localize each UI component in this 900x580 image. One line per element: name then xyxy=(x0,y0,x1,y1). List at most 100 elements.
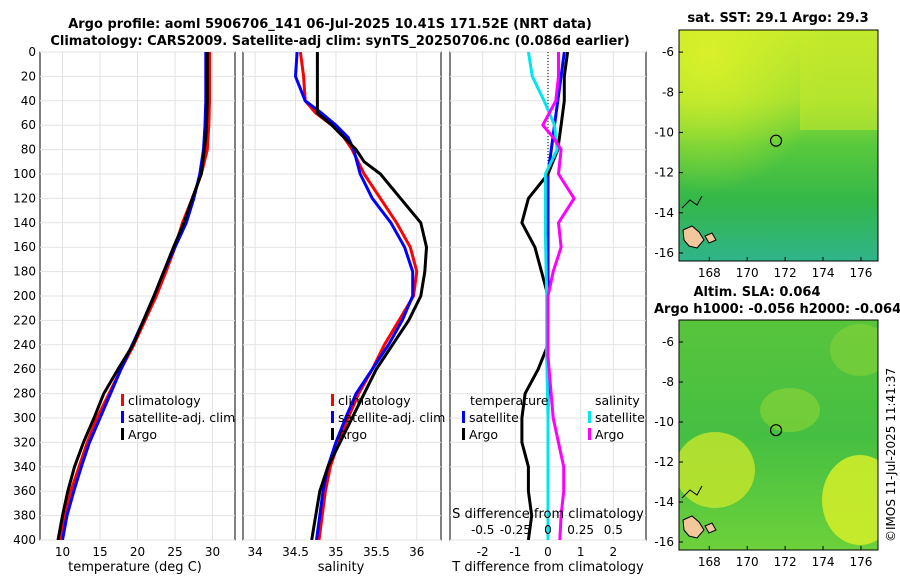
imos-credit: ©IMOS 11-Jul-2025 11:41:37 xyxy=(884,368,898,542)
map-lon-label: 174 xyxy=(812,555,835,569)
sla-island-2 xyxy=(704,522,717,534)
x-tick-label: 20 xyxy=(130,545,145,559)
sla-high-east xyxy=(822,455,878,545)
x-tick-label: 15 xyxy=(92,545,107,559)
sla-high-west xyxy=(679,432,755,508)
map-lat-label: -12 xyxy=(654,166,674,180)
legend-swatch xyxy=(588,411,591,423)
map-lat-label: -10 xyxy=(654,125,674,139)
depth-tick-label: 240 xyxy=(13,338,36,352)
series-line-argo xyxy=(56,52,209,540)
depth-tick-label: 220 xyxy=(13,313,36,327)
depth-tick-label: 140 xyxy=(13,216,36,230)
legend-label: Argo xyxy=(469,427,498,442)
sst-map-title: sat. SST: 29.1 Argo: 29.3 xyxy=(687,11,868,26)
map-lon-label: 176 xyxy=(849,555,872,569)
figure-title-line1: Argo profile: aoml 5906706_141 06-Jul-20… xyxy=(68,17,592,32)
sst-island-1 xyxy=(682,225,705,249)
sst-reef-line xyxy=(681,195,703,209)
legend-swatch xyxy=(462,428,465,440)
legend-label: satellite-adj. clim xyxy=(128,410,235,425)
depth-tick-label: 180 xyxy=(13,265,36,279)
x-tick-label: 30 xyxy=(205,545,220,559)
map-lat-label: -6 xyxy=(662,335,674,349)
x-tick-label: 35.5 xyxy=(363,545,390,559)
sla-high-ne xyxy=(830,324,878,376)
s-diff-tick-label: 0 xyxy=(544,523,552,537)
sla-map-panel: Altim. SLA: 0.064 Argo h1000: -0.056 h20… xyxy=(654,285,900,569)
map-lon-label: 172 xyxy=(774,266,797,280)
figure-title-line2: Climatology: CARS2009. Satellite-adj cli… xyxy=(50,34,629,49)
depth-tick-label: 100 xyxy=(13,167,36,181)
sst-island-2 xyxy=(704,232,717,244)
legend-swatch xyxy=(121,411,124,423)
depth-tick-label: 400 xyxy=(13,533,36,547)
x-tick-label: 1 xyxy=(577,545,585,559)
map-lon-label: 168 xyxy=(698,266,721,280)
s-diff-xlabel: S difference from climatology xyxy=(452,507,644,522)
temperature-panel: 0 20 40 60 80 100 120 140 160 180 200 220 240 260 280 3… xyxy=(13,45,236,559)
depth-tick-label: 40 xyxy=(21,94,36,108)
s-diff-tick-label: -0.25 xyxy=(500,523,531,537)
depth-tick-label: 340 xyxy=(13,460,36,474)
legend-swatch xyxy=(121,394,124,406)
legend-swatch xyxy=(331,394,334,406)
series-line-temperature-argo xyxy=(520,52,570,540)
series-line-argo xyxy=(310,52,428,540)
series-line-satellite-adj-clim xyxy=(294,52,415,540)
map-lon-label: 174 xyxy=(812,266,835,280)
map-lat-label: -8 xyxy=(662,375,674,389)
depth-tick-label: 260 xyxy=(13,362,36,376)
series-line-salinity-satellite xyxy=(526,52,559,540)
x-tick-label: -2 xyxy=(477,545,489,559)
salinity-xlabel: salinity xyxy=(318,560,365,575)
legend-swatch xyxy=(331,428,334,440)
map-lat-label: -8 xyxy=(662,85,674,99)
legend-label: satellite xyxy=(469,410,519,425)
map-lat-label: -16 xyxy=(654,535,674,549)
legend-s-header: salinity xyxy=(595,393,640,408)
t-diff-xlabel: T difference from climatology xyxy=(451,560,644,575)
s-diff-tick-label: 0.5 xyxy=(604,523,623,537)
map-lon-label: 168 xyxy=(698,555,721,569)
legend-swatch xyxy=(331,411,334,423)
legend-label: satellite xyxy=(595,410,645,425)
sla-high-mid xyxy=(760,388,820,432)
depth-tick-label: 360 xyxy=(13,484,36,498)
depth-tick-label: 280 xyxy=(13,387,36,401)
legend-swatch xyxy=(588,428,591,440)
x-tick-label: 0 xyxy=(544,545,552,559)
depth-tick-label: 60 xyxy=(21,118,36,132)
map-lat-label: -6 xyxy=(662,45,674,59)
depth-tick-label: 0 xyxy=(28,45,36,59)
sla-map-subtitle: Argo h1000: -0.056 h2000: -0.064 xyxy=(654,302,900,317)
x-tick-label: 36 xyxy=(409,545,424,559)
s-diff-tick-label: -0.5 xyxy=(471,523,494,537)
series-line-salinity-argo xyxy=(541,52,576,540)
s-diff-tick-label: 0.25 xyxy=(567,523,594,537)
legend-t-header: temperature xyxy=(470,393,549,408)
map-lon-label: 176 xyxy=(849,266,872,280)
depth-tick-label: 80 xyxy=(21,143,36,157)
temperature-xlabel: temperature (deg C) xyxy=(68,560,202,575)
salinity-panel: 34 34.5 35 35.5 36 climatology satellite-adj.… xyxy=(242,51,445,559)
series-line-climatology xyxy=(58,52,211,540)
sla-argo-marker xyxy=(769,424,783,437)
x-tick-label: 2 xyxy=(610,545,618,559)
legend-label: climatology xyxy=(128,393,201,408)
depth-tick-label: 20 xyxy=(21,69,36,83)
legend-label: satellite-adj. clim xyxy=(338,410,445,425)
difference-panel: -2 -1 0 1 2 -0.5 -0.25 0 0.25 0.5 temperature sali… xyxy=(449,51,647,559)
map-lat-label: -16 xyxy=(654,246,674,260)
depth-tick-label: 200 xyxy=(13,289,36,303)
x-tick-label: 25 xyxy=(167,545,182,559)
sst-argo-marker xyxy=(769,134,783,147)
map-lat-label: -12 xyxy=(654,455,674,469)
sst-warm-east xyxy=(800,40,878,130)
x-tick-label: -1 xyxy=(509,545,521,559)
map-lat-label: -10 xyxy=(654,415,674,429)
map-lon-label: 170 xyxy=(736,555,759,569)
sla-map-title: Altim. SLA: 0.064 xyxy=(694,285,821,300)
sst-map-panel: sat. SST: 29.1 Argo: 29.3 168 170 172 174 17… xyxy=(654,11,879,280)
